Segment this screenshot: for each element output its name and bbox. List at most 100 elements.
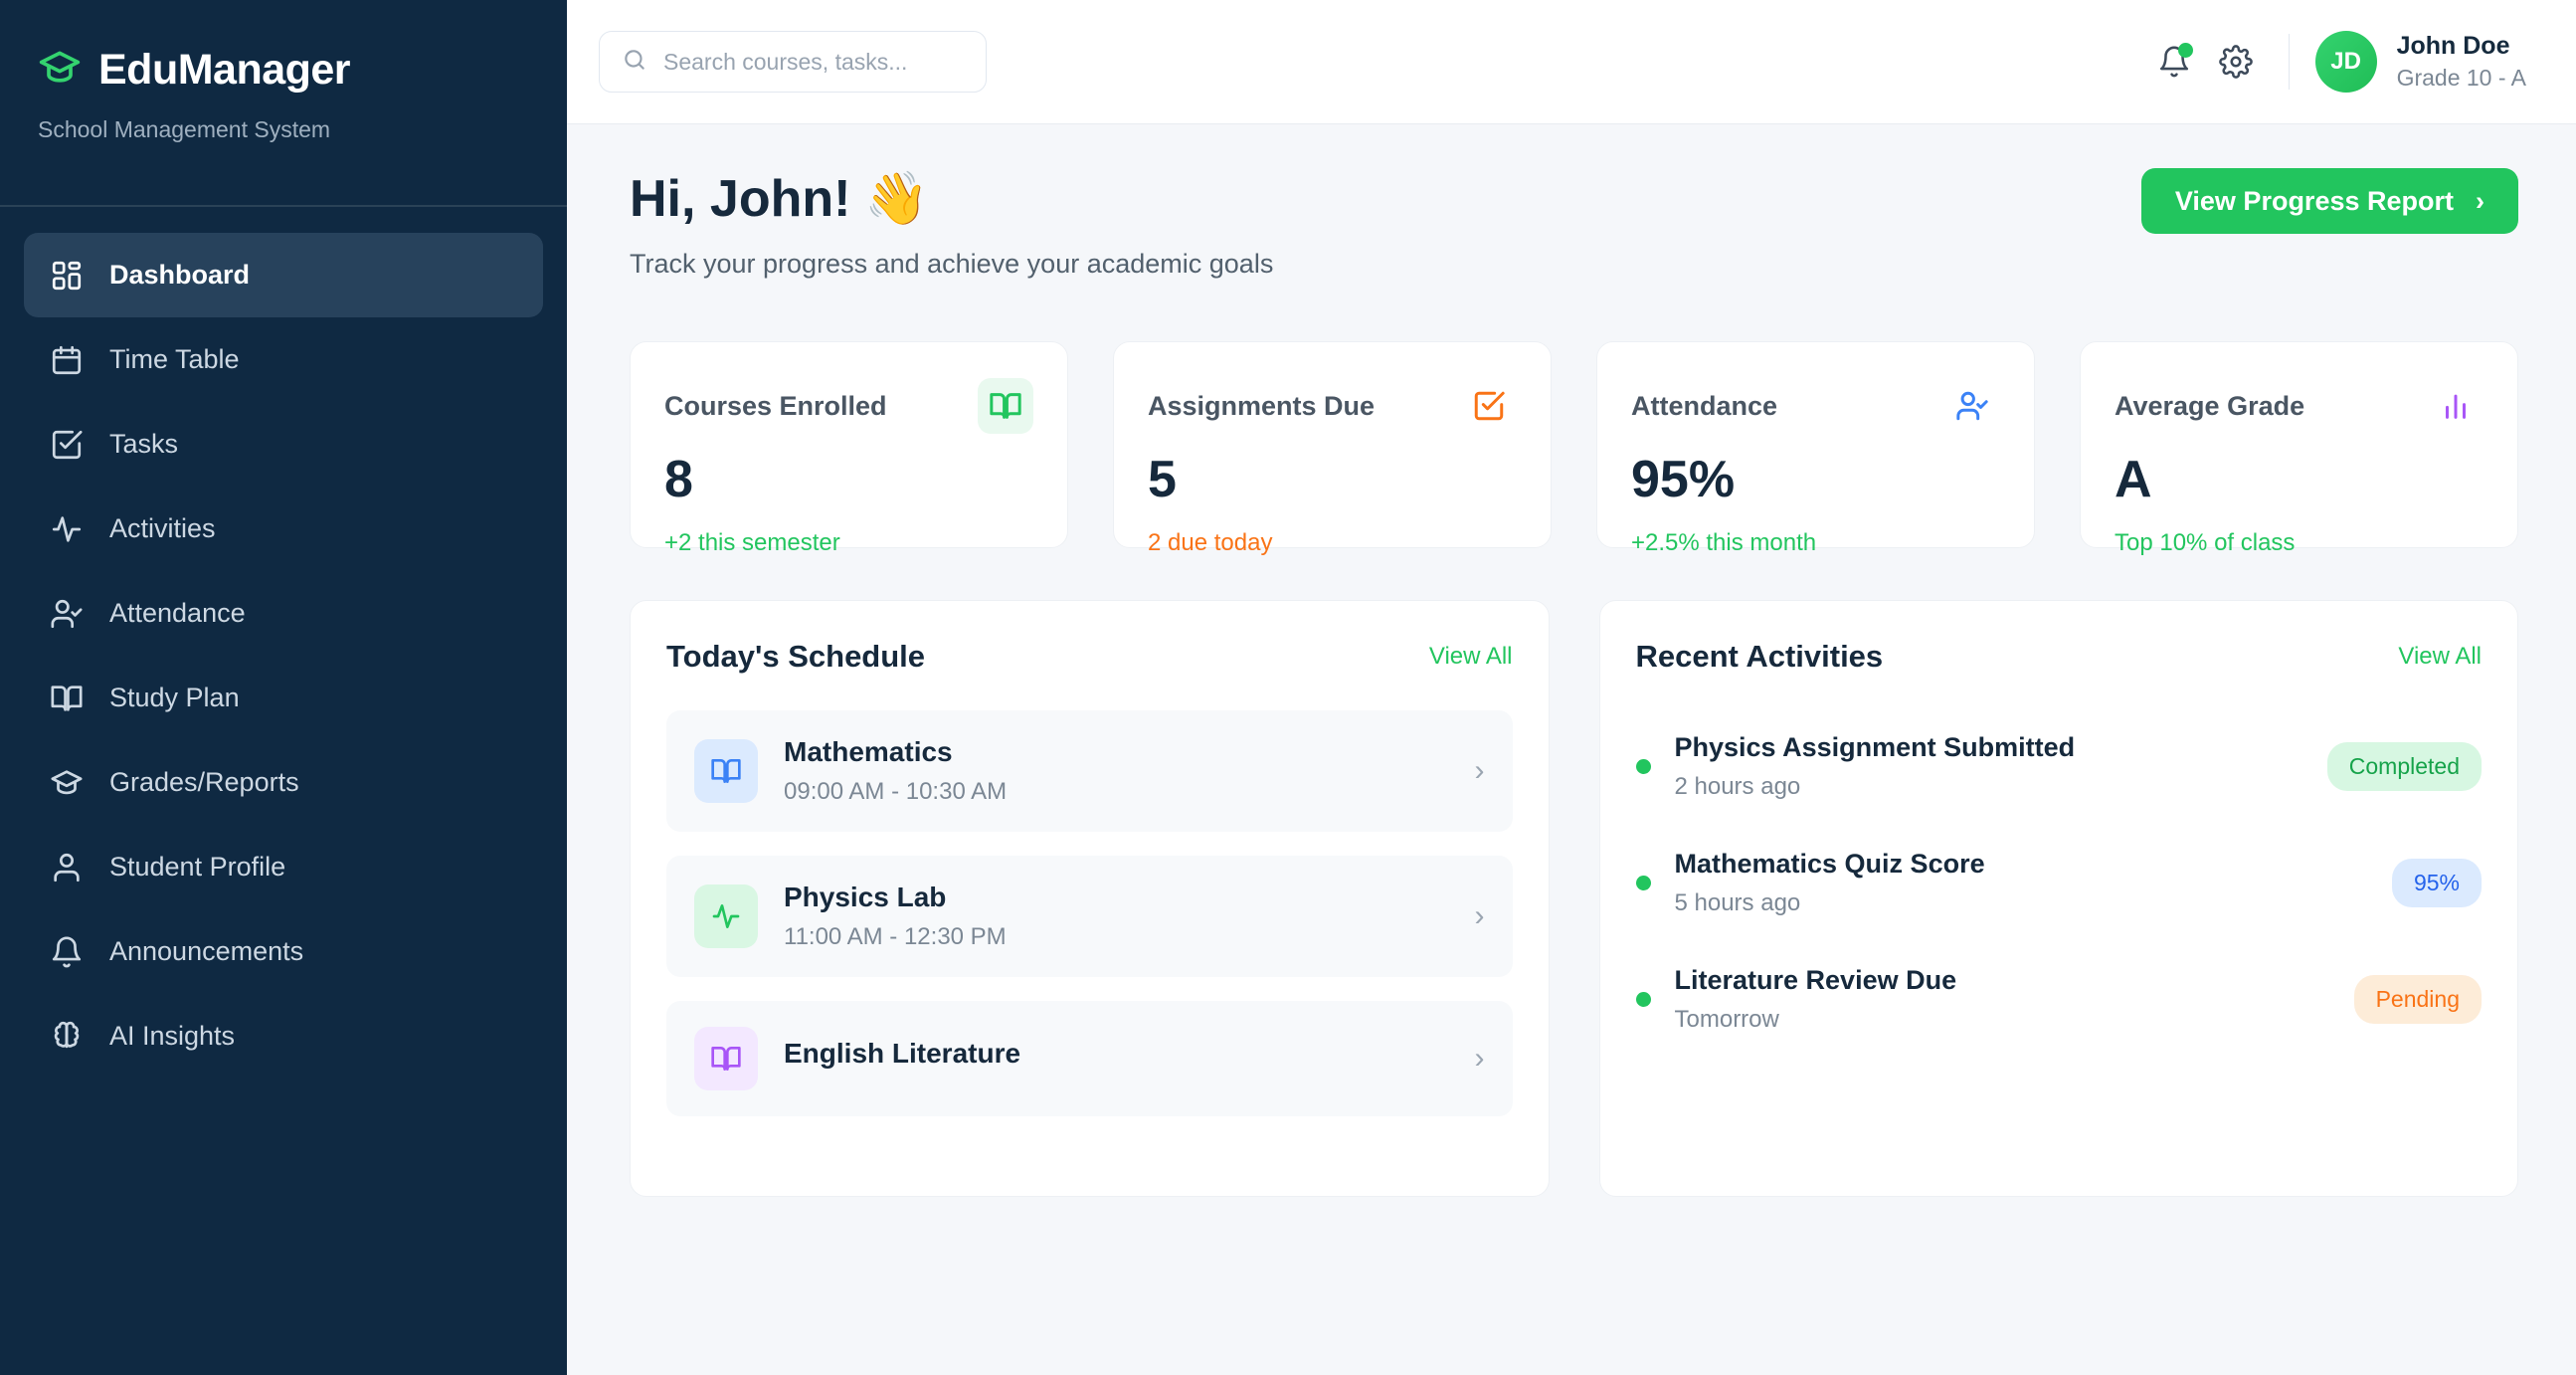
- schedule-item-name: English Literature: [784, 1038, 1021, 1069]
- brand-name: EduManager: [98, 46, 351, 94]
- settings-button[interactable]: [2205, 31, 2267, 93]
- activity-item: Mathematics Quiz Score 5 hours ago 95%: [1635, 827, 2482, 943]
- stat-card: Courses Enrolled 8 +2 this semester: [630, 341, 1068, 556]
- book-open-icon: [694, 739, 758, 803]
- sidebar-item-activities[interactable]: Activities: [24, 487, 543, 571]
- chevron-right-icon: ›: [1474, 1042, 1485, 1075]
- schedule-view-all-link[interactable]: View All: [1428, 643, 1513, 670]
- chevron-right-icon: ›: [2476, 185, 2484, 216]
- status-dot-icon: [1635, 992, 1651, 1007]
- activity-title: Physics Assignment Submitted: [1674, 732, 2076, 762]
- waving-hand-icon: 👋: [864, 170, 930, 228]
- calendar-icon: [50, 343, 84, 377]
- stat-value: 8: [664, 451, 693, 508]
- grid-icon: [50, 259, 84, 293]
- topbar-right: JD John Doe Grade 10 - A: [2143, 31, 2526, 93]
- notifications-button[interactable]: [2143, 31, 2205, 93]
- sidebar-item-tasks[interactable]: Tasks: [24, 402, 543, 487]
- brand-subtitle: School Management System: [38, 116, 331, 142]
- sidebar-nav: Dashboard Time Table Tasks Activities Attend…: [0, 207, 567, 1079]
- user-icon: [50, 851, 84, 884]
- sidebar-divider: [0, 205, 567, 207]
- stat-delta: +2.5% this month: [1631, 529, 1817, 556]
- schedule-item[interactable]: Mathematics 09:00 AM - 10:30 AM ›: [666, 710, 1513, 832]
- sidebar-item-dashboard[interactable]: Dashboard: [24, 233, 543, 317]
- activity-time: 5 hours ago: [1674, 889, 1801, 916]
- greeting-text: Hi, John!: [630, 169, 851, 228]
- sidebar-item-label: Attendance: [109, 598, 246, 628]
- sidebar-item-attendance[interactable]: Attendance: [24, 571, 543, 656]
- main-area: JD John Doe Grade 10 - A Hi, John! 👋 Tra…: [567, 0, 2576, 1375]
- schedule-item-time: 11:00 AM - 12:30 PM: [784, 923, 1007, 950]
- activity-item: Literature Review Due Tomorrow Pending: [1635, 943, 2482, 1060]
- stat-label: Assignments Due: [1148, 390, 1376, 421]
- schedule-list: Mathematics 09:00 AM - 10:30 AM › Physics L…: [666, 710, 1513, 1116]
- status-badge: Pending: [2353, 975, 2482, 1024]
- stat-card: Average Grade A Top 10% of class: [2080, 341, 2518, 556]
- bar-chart-icon: [2428, 378, 2484, 434]
- activities-list: Physics Assignment Submitted 2 hours ago C…: [1635, 710, 2482, 1060]
- user-check-icon: [50, 597, 84, 631]
- stat-label: Courses Enrolled: [664, 390, 887, 421]
- schedule-item-name: Mathematics: [784, 736, 953, 767]
- stat-delta: Top 10% of class: [2115, 529, 2296, 556]
- sidebar-item-label: Activities: [109, 513, 216, 543]
- activity-title: Literature Review Due: [1674, 965, 1957, 995]
- sidebar-item-label: Grades/Reports: [109, 767, 299, 797]
- recent-activities-panel: Recent Activities View All Physics Assig…: [1598, 600, 2518, 1197]
- greeting-row: Hi, John! 👋 Track your progress and achi…: [630, 168, 2518, 280]
- status-dot-icon: [1635, 759, 1651, 774]
- header-divider: [2288, 34, 2290, 90]
- stat-cards: Courses Enrolled 8 +2 this semester Assignm…: [630, 341, 2518, 556]
- book-open-icon: [50, 682, 84, 715]
- profile-subtitle: Grade 10 - A: [2396, 65, 2526, 91]
- sidebar-item-label: AI Insights: [109, 1021, 236, 1051]
- schedule-item[interactable]: Physics Lab 11:00 AM - 12:30 PM ›: [666, 856, 1513, 977]
- schedule-item[interactable]: English Literature ›: [666, 1001, 1513, 1116]
- sidebar-item-grades-reports[interactable]: Grades/Reports: [24, 740, 543, 825]
- chevron-right-icon: ›: [1474, 899, 1485, 932]
- sidebar-item-ai-insights[interactable]: AI Insights: [24, 994, 543, 1079]
- schedule-item-name: Physics Lab: [784, 882, 947, 912]
- sidebar-item-label: Tasks: [109, 429, 179, 459]
- activity-title: Mathematics Quiz Score: [1674, 849, 1985, 879]
- sidebar-item-label: Study Plan: [109, 683, 240, 712]
- activities-view-all-link[interactable]: View All: [2398, 643, 2482, 670]
- greeting-subtitle: Track your progress and achieve your aca…: [630, 249, 1274, 279]
- search-box[interactable]: [599, 31, 987, 93]
- top-bar: JD John Doe Grade 10 - A: [567, 0, 2576, 124]
- stat-delta: +2 this semester: [664, 529, 840, 556]
- sidebar-item-time-table[interactable]: Time Table: [24, 317, 543, 402]
- graduation-cap-icon: [50, 766, 84, 800]
- schedule-item-time: 09:00 AM - 10:30 AM: [784, 778, 1008, 805]
- search-icon: [622, 47, 647, 78]
- page-title: Hi, John! 👋: [630, 168, 1273, 229]
- profile-menu[interactable]: JD John Doe Grade 10 - A: [2314, 31, 2526, 93]
- activity-pulse-icon: [50, 512, 84, 546]
- stat-label: Average Grade: [2115, 390, 2305, 421]
- sidebar-item-label: Announcements: [109, 936, 304, 966]
- check-square-icon: [1461, 378, 1517, 434]
- sidebar-item-study-plan[interactable]: Study Plan: [24, 656, 543, 740]
- activity-time: 2 hours ago: [1674, 773, 1801, 800]
- search-input[interactable]: [663, 48, 964, 76]
- activity-time: Tomorrow: [1674, 1006, 1779, 1033]
- sidebar-item-student-profile[interactable]: Student Profile: [24, 825, 543, 909]
- stat-value: 95%: [1631, 451, 1736, 508]
- sidebar-item-announcements[interactable]: Announcements: [24, 909, 543, 994]
- schedule-title: Today's Schedule: [666, 639, 926, 674]
- status-badge: 95%: [2391, 859, 2482, 907]
- dashboard-content: Hi, John! 👋 Track your progress and achi…: [567, 124, 2576, 1375]
- sidebar-item-label: Student Profile: [109, 852, 286, 882]
- todays-schedule-panel: Today's Schedule View All Mathematics 09:…: [630, 600, 1550, 1197]
- sidebar-item-label: Dashboard: [109, 260, 251, 290]
- stat-value: A: [2115, 451, 2152, 508]
- book-open-icon: [694, 1027, 758, 1090]
- stat-delta: 2 due today: [1148, 529, 1273, 556]
- status-badge: Completed: [2326, 742, 2482, 791]
- view-progress-report-button[interactable]: View Progress Report ›: [2140, 168, 2518, 234]
- chevron-right-icon: ›: [1474, 754, 1485, 787]
- profile-name: John Doe: [2396, 32, 2510, 60]
- brain-icon: [50, 1020, 84, 1054]
- avatar: JD: [2314, 31, 2377, 93]
